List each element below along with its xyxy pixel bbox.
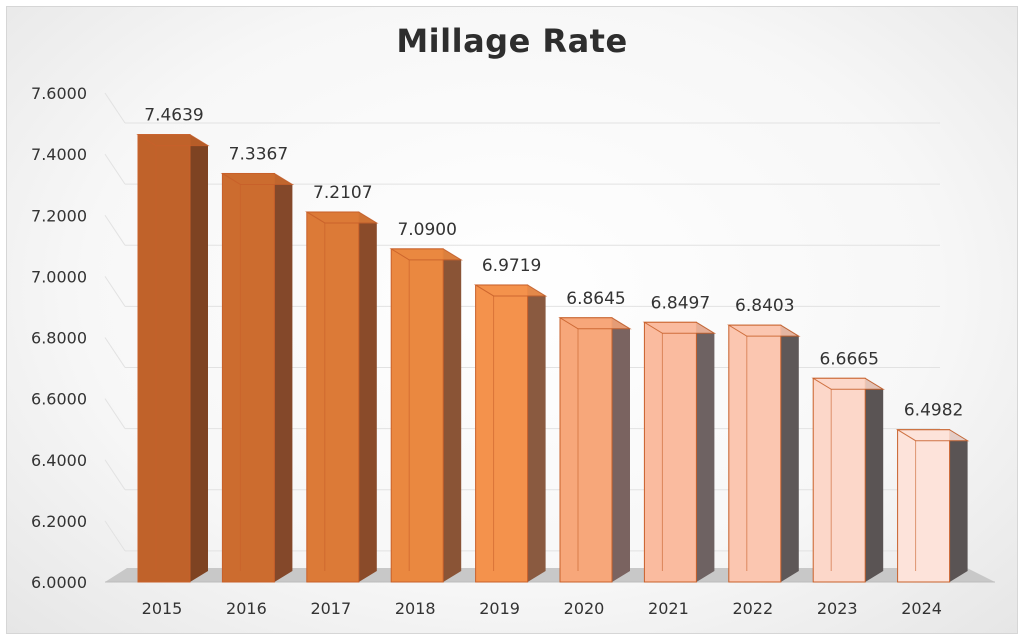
- data-labels: 7.4639 7.3367 7.2107 7.0900 6.9719 6.8645 6.84…: [144, 106, 963, 421]
- x-tick-label: 2023: [817, 599, 858, 618]
- bar-front: [559, 317, 613, 583]
- bar-2022: [727, 324, 801, 583]
- bar-side: [443, 248, 462, 582]
- y-tick-label: 6.2000: [31, 512, 87, 531]
- bar-top: [558, 317, 632, 330]
- bar-top: [811, 377, 885, 390]
- bar-top: [305, 211, 379, 224]
- bar-side: [527, 284, 546, 582]
- bar-side: [358, 211, 377, 583]
- bar-2016: [220, 172, 295, 583]
- gridline-side: [104, 398, 126, 429]
- data-label: 6.8497: [651, 293, 710, 313]
- bar-front: [475, 284, 529, 583]
- data-label: 7.2107: [313, 183, 372, 203]
- bar-2017: [305, 211, 379, 583]
- bar-side: [865, 378, 884, 582]
- bar-front: [221, 172, 275, 583]
- bar-front: [643, 321, 697, 583]
- data-label: 7.3367: [229, 144, 288, 164]
- bar-2018: [389, 248, 463, 583]
- bars: [136, 134, 970, 583]
- x-tick-label: 2016: [226, 599, 267, 618]
- bar-front: [306, 211, 360, 583]
- y-tick-label: 6.4000: [31, 451, 87, 470]
- data-label: 6.9719: [482, 256, 541, 276]
- y-tick-label: 7.0000: [31, 267, 87, 286]
- bar-side: [949, 429, 968, 582]
- bar-top: [389, 248, 463, 261]
- gridline-side: [104, 337, 126, 368]
- gridline-side: [104, 520, 126, 552]
- bar-2019: [473, 284, 548, 583]
- x-tick-label: 2019: [479, 599, 520, 618]
- gridline-side: [104, 214, 126, 246]
- y-tick-label: 7.2000: [31, 206, 87, 225]
- y-tick-label: 6.0000: [31, 573, 87, 592]
- gridline-side: [104, 459, 126, 491]
- y-tick-label: 7.4000: [31, 145, 87, 164]
- bar-2020: [558, 317, 632, 583]
- data-label: 6.8645: [566, 289, 625, 309]
- data-label: 7.4639: [144, 106, 203, 126]
- bar-side: [696, 322, 715, 582]
- x-tick-label: 2018: [395, 599, 436, 618]
- x-tick-label: 2024: [901, 599, 942, 618]
- gridline-side: [104, 276, 126, 307]
- bar-top: [642, 321, 717, 334]
- gridline-side: [104, 153, 126, 185]
- y-axis: 6.0000 6.2000 6.4000 6.6000 6.8000 7.0000 7.20…: [31, 84, 87, 592]
- x-tick-label: 2017: [310, 599, 351, 618]
- bar-top: [136, 134, 210, 147]
- bar-front: [812, 377, 866, 583]
- chart-title: Millage Rate: [396, 22, 628, 60]
- x-tick-label: 2020: [564, 599, 605, 618]
- bar-top: [895, 429, 970, 442]
- bar-front: [897, 429, 951, 583]
- bar-side: [612, 317, 630, 582]
- bar-side: [780, 325, 799, 582]
- bar-2015: [136, 134, 210, 583]
- bar-top: [220, 172, 295, 185]
- bar-side: [274, 173, 293, 582]
- bar-top: [473, 284, 548, 297]
- y-tick-label: 6.6000: [31, 390, 87, 409]
- x-axis: 2015 2016 2017 2018 2019 2020 2021 2022 2023 2024: [142, 599, 942, 618]
- x-tick-label: 2022: [732, 599, 773, 618]
- y-tick-label: 7.6000: [31, 84, 87, 103]
- bar-2023: [811, 377, 885, 583]
- bar-top: [727, 324, 801, 337]
- bar-front: [390, 248, 444, 583]
- data-label: 6.4982: [904, 401, 963, 421]
- x-tick-label: 2015: [142, 599, 183, 618]
- bar-front: [137, 134, 191, 583]
- y-tick-label: 6.8000: [31, 329, 87, 348]
- bar-side: [190, 134, 208, 582]
- x-tick-label: 2021: [648, 599, 689, 618]
- bar-2021: [642, 321, 717, 583]
- data-label: 6.6665: [819, 349, 878, 369]
- data-label: 7.0900: [397, 220, 456, 240]
- gridline-side: [104, 92, 126, 124]
- bar-front: [728, 324, 782, 583]
- data-label: 6.8403: [735, 296, 794, 316]
- bar-2024: [895, 429, 970, 583]
